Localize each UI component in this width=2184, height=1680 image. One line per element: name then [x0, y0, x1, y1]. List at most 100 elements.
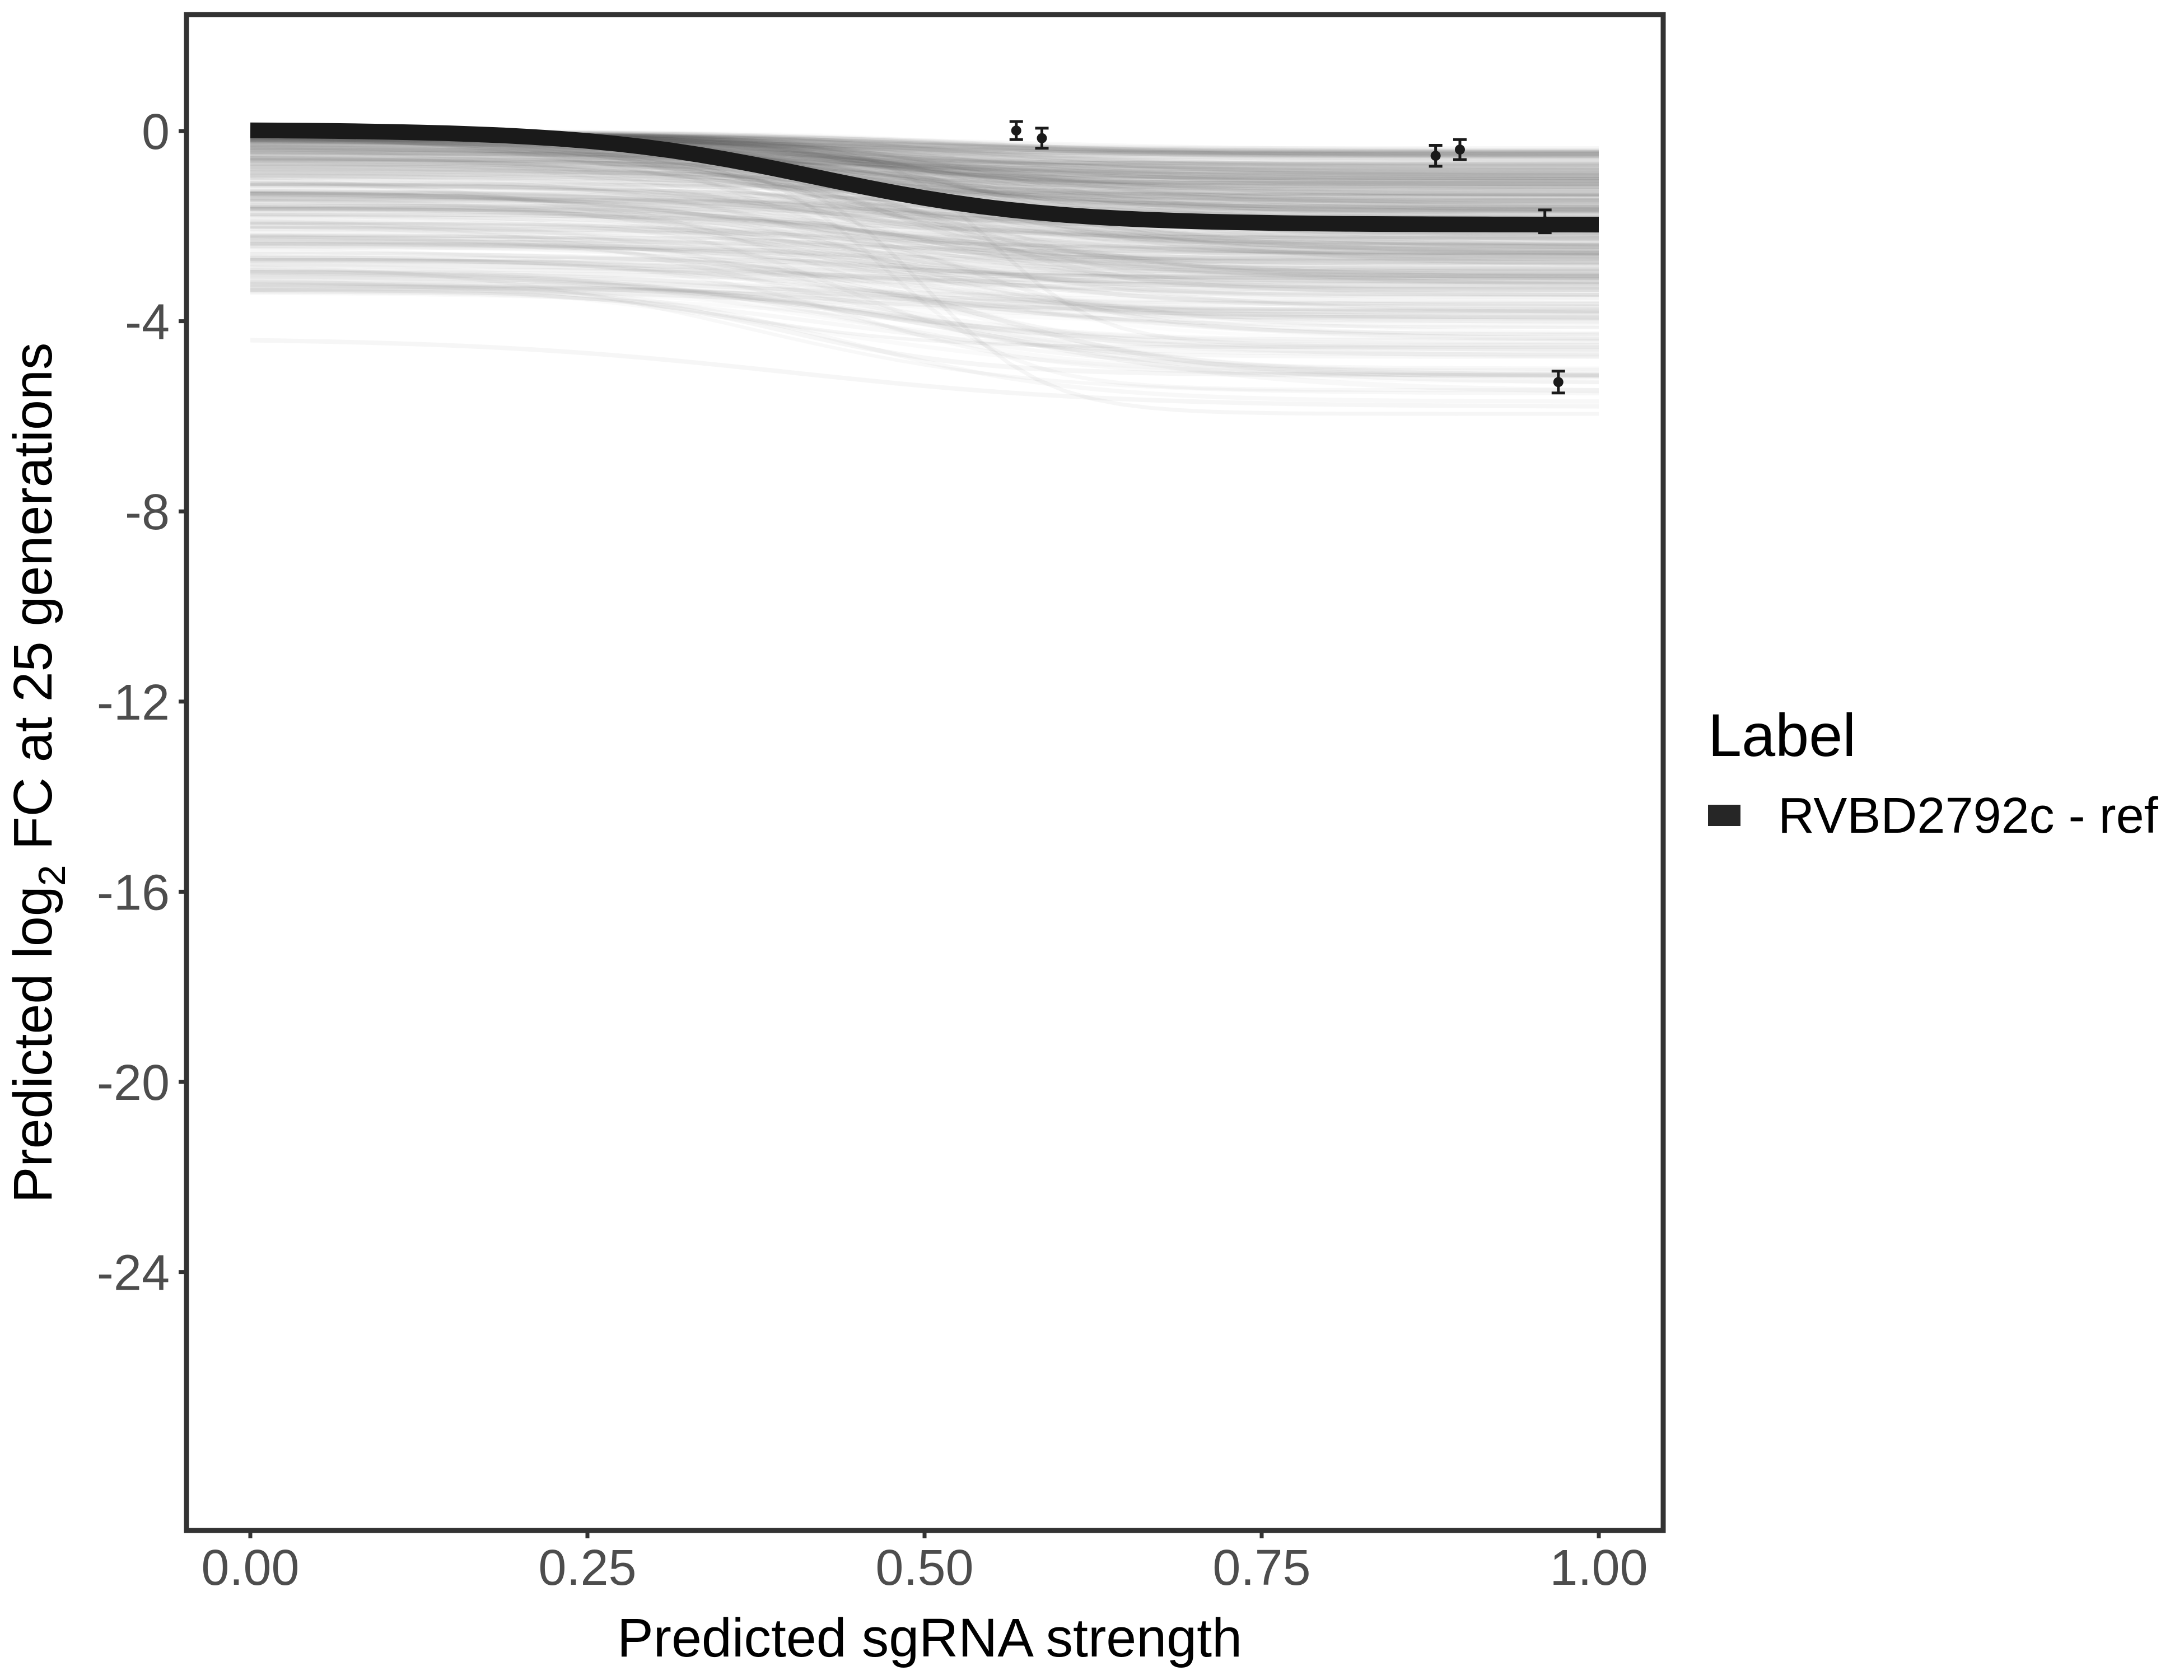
ensemble-curve: [250, 274, 1599, 342]
ensemble-curve: [250, 257, 1599, 297]
ensemble-curve: [250, 139, 1599, 176]
data-point-dot: [1553, 377, 1564, 388]
ensemble-curve: [250, 165, 1599, 292]
ensemble-curve: [250, 148, 1599, 242]
ensemble-curve: [250, 139, 1599, 181]
errorbar-points-layer: [1009, 120, 1565, 395]
ensemble-curve: [250, 156, 1599, 287]
ensemble-curve: [250, 134, 1599, 242]
ensemble-curve: [250, 144, 1599, 183]
ensemble-curve: [250, 225, 1599, 250]
y-axis-title-post: FC at 25 generations: [2, 343, 63, 865]
ensemble-curve: [250, 251, 1599, 379]
ensemble-curve: [250, 178, 1599, 309]
ensemble-curve: [250, 206, 1599, 297]
ensemble-curve: [250, 138, 1599, 177]
ensemble-curve: [250, 140, 1599, 240]
y-axis-tick-label: -12: [97, 675, 170, 731]
x-axis-title: Predicted sgRNA strength: [617, 1607, 1242, 1668]
ensemble-curve: [250, 141, 1599, 203]
ensemble-curve: [250, 203, 1599, 276]
ensemble-outlier-curve: [250, 220, 1599, 359]
panel-border: [184, 12, 1666, 1533]
ensemble-curve: [250, 289, 1599, 357]
ensemble-curve: [250, 287, 1599, 312]
ensemble-curve: [250, 170, 1599, 213]
ensemble-curve: [250, 163, 1599, 293]
y-axis-tick-label: -4: [125, 295, 170, 351]
ensemble-curve: [250, 194, 1599, 247]
ensemble-curve: [250, 174, 1599, 195]
ensemble-curve: [250, 279, 1599, 394]
ensemble-curve: [250, 211, 1599, 238]
ensemble-curve: [250, 274, 1599, 385]
y-axis-title-pre: Predicted log: [2, 886, 63, 1203]
ensemble-curve: [250, 254, 1599, 320]
ensemble-curve: [250, 288, 1599, 349]
ensemble-curve: [250, 258, 1599, 279]
ensemble-curve: [250, 236, 1599, 258]
ensemble-curve: [250, 144, 1599, 252]
ensemble-curve: [250, 150, 1599, 184]
ensemble-curve: [250, 227, 1599, 276]
ensemble-curve: [250, 282, 1599, 378]
ensemble-curve: [250, 170, 1599, 198]
ensemble-curve: [250, 235, 1599, 330]
ensemble-curve: [250, 147, 1599, 193]
ensemble-curve: [250, 164, 1599, 185]
ensemble-curve: [250, 138, 1599, 241]
reference-curve-layer: [250, 122, 1599, 233]
data-point-dot: [1454, 144, 1465, 155]
errorbar-point: [1551, 370, 1565, 395]
ensemble-curve: [250, 205, 1599, 256]
ensemble-curve: [250, 207, 1599, 261]
ensemble-curve: [250, 214, 1599, 314]
ensemble-curve: [250, 167, 1599, 189]
ensemble-curve: [250, 173, 1599, 255]
ensemble-curve: [250, 267, 1599, 288]
ensemble-curve: [250, 250, 1599, 278]
x-axis-tick-label: 0.25: [538, 1540, 636, 1596]
ensemble-curve: [250, 269, 1599, 352]
ensemble-curve: [250, 205, 1599, 279]
ensemble-curve: [250, 144, 1599, 205]
ensemble-curve: [250, 256, 1599, 293]
reference-curve: [250, 122, 1599, 233]
ensemble-curve: [250, 134, 1599, 211]
y-axis-title: Predicted log2 FC at 25 generations: [2, 343, 73, 1203]
errorbar-point: [1009, 120, 1023, 141]
legend-item-label: RVBD2792c - ref: [1778, 788, 2159, 844]
ensemble-curve: [250, 153, 1599, 178]
ensemble-outlier-curve: [250, 157, 1599, 416]
ensemble-curve: [250, 207, 1599, 281]
ensemble-curve: [250, 207, 1599, 287]
ensemble-curve: [250, 181, 1599, 258]
ensemble-curve: [250, 198, 1599, 297]
x-axis-tick-label: 0.75: [1212, 1540, 1310, 1596]
ensemble-curve: [250, 234, 1599, 274]
y-axis-tick-label: -24: [97, 1245, 170, 1301]
ensemble-curve: [250, 157, 1599, 183]
ensemble-curve: [250, 199, 1599, 271]
ensemble-curve: [250, 191, 1599, 266]
ensemble-curve: [250, 161, 1599, 192]
panel-border-layer: [184, 12, 1666, 1533]
errorbar-point: [1035, 127, 1049, 150]
ensemble-curve: [250, 146, 1599, 169]
ensemble-curve: [250, 147, 1599, 193]
ensemble-curve: [250, 137, 1599, 214]
ensemble-curve: [250, 268, 1599, 359]
data-point-dot: [1011, 125, 1021, 136]
ensemble-curve: [250, 145, 1599, 174]
ensemble-curve: [250, 140, 1599, 275]
x-axis-tick-label: 1.00: [1550, 1540, 1648, 1596]
y-axis-title-subscript: 2: [31, 865, 73, 886]
ensemble-curve: [250, 258, 1599, 377]
errorbar-point: [1453, 138, 1467, 161]
ensemble-curve: [250, 235, 1599, 273]
ensemble-curve: [250, 199, 1599, 284]
ensemble-curve: [250, 192, 1599, 324]
ensemble-curve: [250, 226, 1599, 272]
y-axis-tick-label: 0: [142, 104, 170, 160]
data-point-dot: [1037, 133, 1047, 143]
